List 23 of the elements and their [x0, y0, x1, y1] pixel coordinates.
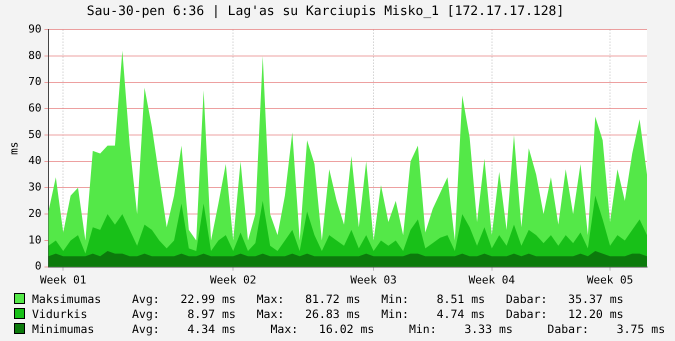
- legend-label: Vidurkis: [32, 306, 88, 320]
- legend-label: Maksimumas: [32, 292, 102, 306]
- x-tick-label: Week 01: [40, 273, 86, 286]
- x-tick-label: Week 03: [350, 273, 397, 286]
- legend-label: Minimumas: [32, 322, 96, 336]
- y-tick-label: 20: [28, 206, 42, 220]
- chart-title: Sau-30-pen 6:36 | Lag'as su Karciupis Misko_1 [172.17.17.128]: [86, 4, 564, 20]
- x-tick-label: Week 05: [586, 273, 634, 286]
- text: Avg: 22.99 ms Max: 81.72 ms Min: 8.51 ms Dabar: 35.37 ms: [132, 292, 624, 306]
- y-axis-title: ms: [7, 142, 20, 155]
- y-tick-label: 30: [28, 180, 42, 194]
- y-tick-label: 50: [28, 128, 42, 141]
- x-tick-label: Week 04: [468, 273, 516, 286]
- text: Avg: 8.97 ms Max: 26.83 ms Min: 4.74 ms Dabar: 12.20 ms: [132, 306, 624, 320]
- y-tick-label: 10: [28, 233, 42, 246]
- text: Avg: 4.34 ms Max: 16.02 ms Min: 3.33 ms Dabar: 3.75 ms: [132, 322, 666, 336]
- y-tick-label: 40: [28, 154, 42, 168]
- x-tick-label: Week 02: [210, 273, 256, 286]
- y-tick-label: 90: [28, 22, 42, 36]
- y-tick-label: 70: [28, 75, 42, 88]
- y-tick-label: 80: [28, 48, 42, 62]
- y-tick-label: 0: [34, 260, 42, 273]
- y-tick-label: 60: [28, 102, 42, 115]
